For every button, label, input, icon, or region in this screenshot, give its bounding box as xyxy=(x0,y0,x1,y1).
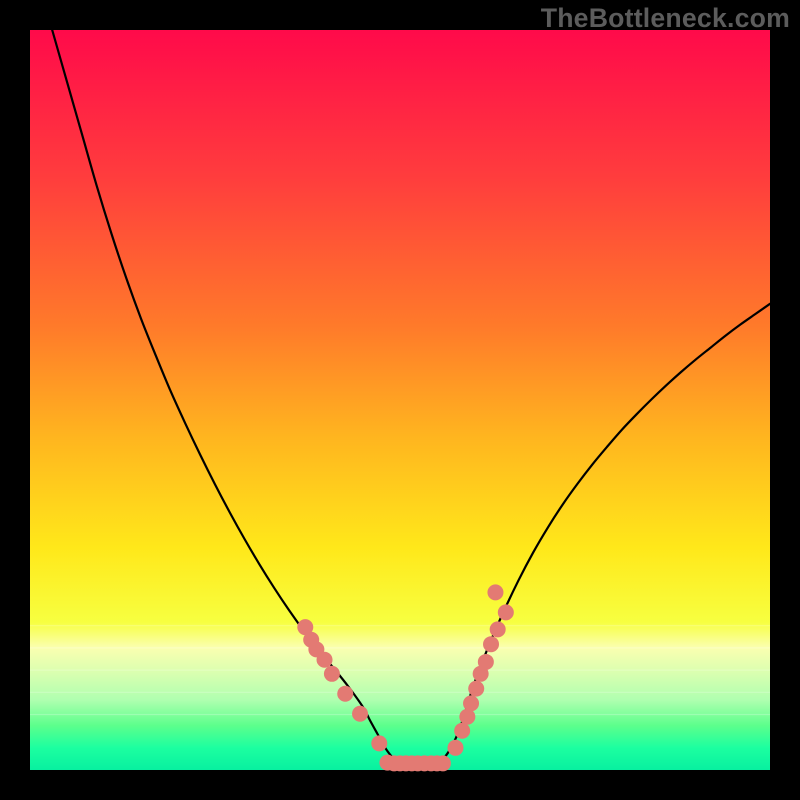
data-marker xyxy=(463,695,479,711)
data-marker xyxy=(454,723,470,739)
data-marker xyxy=(468,681,484,697)
data-marker xyxy=(435,755,451,771)
data-marker xyxy=(352,706,368,722)
data-marker xyxy=(317,652,333,668)
watermark-text: TheBottleneck.com xyxy=(541,3,790,34)
data-marker xyxy=(490,621,506,637)
data-marker xyxy=(487,584,503,600)
data-marker xyxy=(324,666,340,682)
data-marker xyxy=(478,654,494,670)
data-marker xyxy=(371,735,387,751)
data-marker xyxy=(448,740,464,756)
data-marker xyxy=(498,604,514,620)
bottleneck-curve xyxy=(52,30,770,764)
data-marker xyxy=(483,636,499,652)
data-marker xyxy=(337,686,353,702)
chart-svg xyxy=(0,0,800,800)
